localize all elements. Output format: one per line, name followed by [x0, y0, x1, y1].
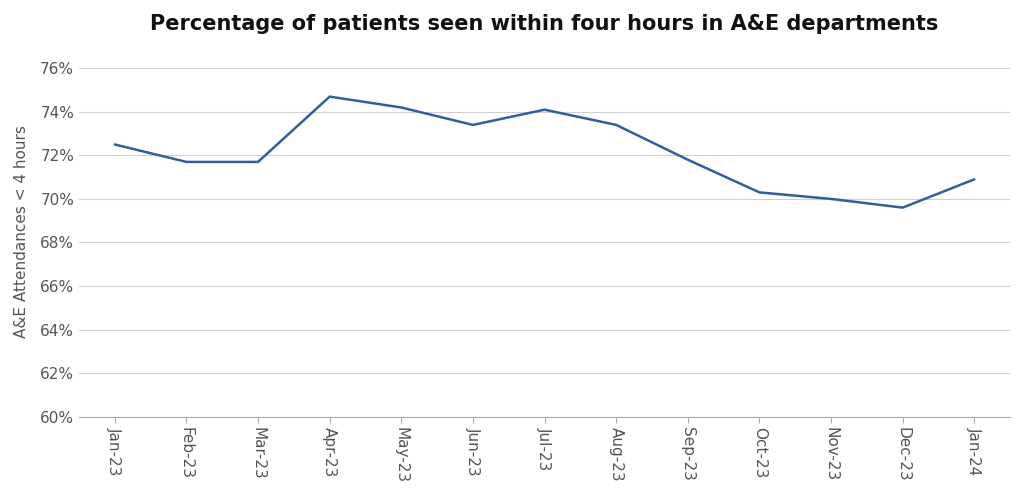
Title: Percentage of patients seen within four hours in A&E departments: Percentage of patients seen within four … — [151, 14, 939, 34]
Y-axis label: A&E Attendances < 4 hours: A&E Attendances < 4 hours — [14, 125, 29, 338]
